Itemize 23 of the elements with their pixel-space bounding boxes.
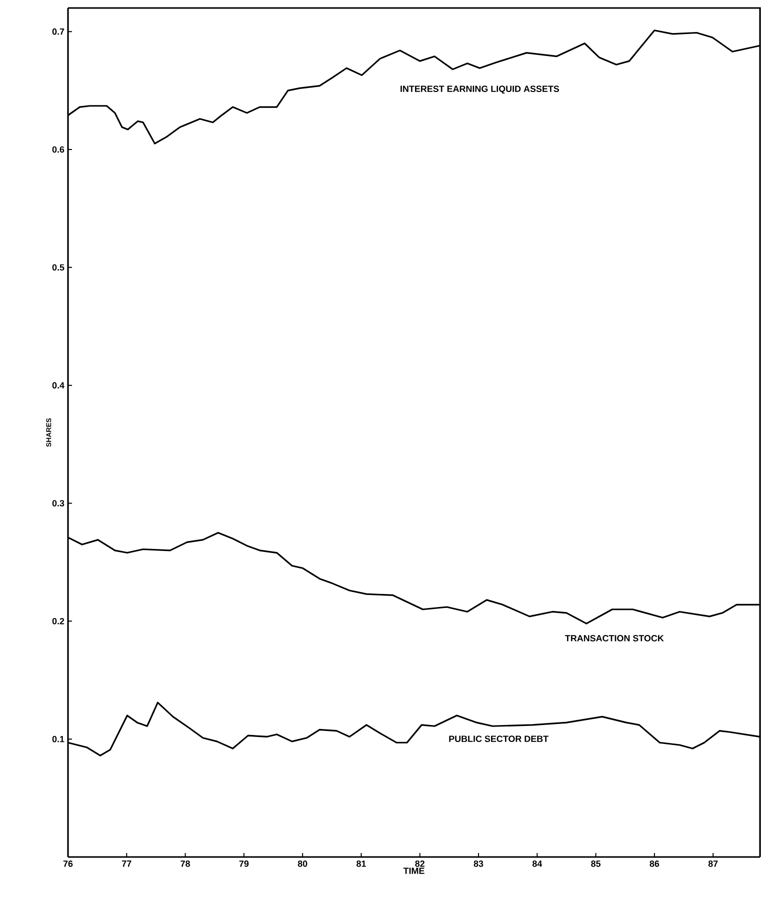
y-tick-label: 0.6 (52, 146, 64, 153)
series-label: TRANSACTION STOCK (565, 635, 664, 642)
y-tick-label: 0.7 (52, 28, 64, 35)
x-tick-label: 80 (298, 860, 308, 867)
x-tick-label: 82 (415, 860, 424, 867)
x-axis-title: TIME (403, 868, 424, 874)
text: INTEREST EARNING LIQUID ASSETS (400, 86, 560, 94)
x-tick-label: 76 (63, 860, 73, 867)
x-tick-label: 86 (650, 860, 660, 867)
x-tick-label: 83 (474, 860, 484, 867)
x-tick-label: 81 (356, 860, 366, 867)
y-tick-label: 0.2 (52, 618, 64, 624)
y-tick-label: 0.3 (52, 500, 64, 506)
x-tick-label: 87 (708, 860, 718, 867)
x-tick-label: 79 (239, 860, 249, 867)
y-tick-label: 0.4 (52, 382, 64, 389)
x-tick-label: 77 (122, 860, 132, 867)
x-tick-label: 84 (532, 860, 542, 867)
y-tick-label: 0.5 (52, 264, 64, 271)
y-tick-label: 0.1 (52, 736, 64, 742)
x-tick-label: 78 (180, 860, 190, 867)
x-tick-label: 85 (591, 860, 601, 867)
series-label: PUBLIC SECTOR DEBT (449, 736, 548, 742)
